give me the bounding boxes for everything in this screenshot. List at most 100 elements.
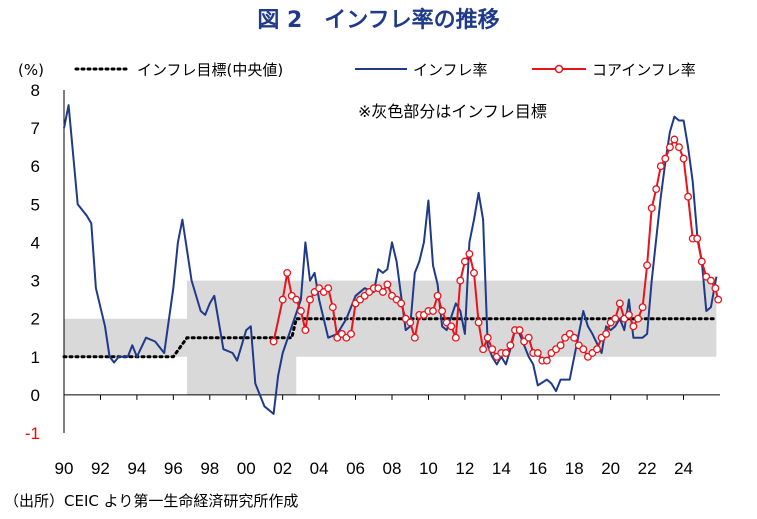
core-inflation-marker [501, 349, 510, 357]
core-inflation-marker [714, 295, 723, 304]
x-tick-label: 12 [455, 459, 474, 478]
x-tick-label: 02 [273, 459, 292, 478]
y-tick-label: 6 [31, 157, 40, 176]
core-inflation-marker [629, 322, 638, 331]
core-inflation-marker [579, 345, 588, 354]
x-tick-label: 16 [528, 459, 547, 478]
core-inflation-marker [465, 249, 474, 258]
core-inflation-marker [661, 154, 670, 163]
core-inflation-marker [306, 295, 314, 304]
legend-target-label: インフレ目標(中央値) [137, 61, 283, 79]
core-inflation-marker [665, 143, 674, 152]
chart-title: 図 2 インフレ率の推移 [257, 8, 500, 33]
x-tick-label: 10 [419, 459, 438, 478]
core-inflation-marker [638, 303, 647, 312]
core-inflation-marker [470, 268, 478, 277]
core-inflation-marker [602, 329, 611, 338]
x-tick-label: 94 [127, 459, 146, 478]
marker-layer [269, 135, 723, 365]
core-inflation-marker [684, 192, 693, 201]
core-inflation-marker [542, 356, 551, 365]
core-inflation-marker [283, 268, 292, 277]
core-inflation-marker [378, 288, 387, 296]
core-inflation-marker [711, 284, 720, 293]
core-inflation-marker [460, 257, 469, 266]
core-inflation-marker [328, 303, 337, 312]
x-tick-label: 22 [638, 459, 657, 478]
core-inflation-marker [697, 257, 706, 266]
y-tick-label: 3 [31, 272, 40, 291]
y-tick-label: 2 [31, 310, 40, 329]
band-annotation: ※灰色部分はインフレ目標 [358, 102, 547, 121]
axis-layer [63, 90, 720, 433]
target-median-line [62, 317, 718, 359]
core-inflation-marker [556, 341, 565, 350]
legend: インフレ目標(中央値) インフレ率 コアインフレ率 [74, 61, 696, 79]
core-inflation-marker [438, 307, 447, 315]
core-inflation-marker [647, 204, 656, 213]
y-tick-label: 8 [31, 81, 40, 100]
y-tick-label: 1 [31, 348, 40, 367]
y-tick-label: 5 [31, 195, 40, 214]
core-inflation-marker [474, 318, 483, 327]
core-inflation-marker [656, 162, 665, 171]
core-inflation-marker [611, 314, 620, 323]
core-inflation-marker [447, 322, 456, 331]
x-tick-label: 96 [164, 459, 183, 478]
inflation-line [63, 104, 718, 415]
core-inflation-marker [406, 318, 415, 327]
core-inflation-marker [488, 345, 497, 354]
core-inflation-marker [593, 345, 601, 354]
core-inflation-marker [634, 314, 642, 323]
x-tick-label: 14 [492, 459, 511, 478]
x-tick-label: 90 [55, 459, 74, 478]
core-inflation-marker [429, 307, 437, 315]
target-band-layer [64, 280, 717, 395]
core-inflation-marker [296, 307, 305, 315]
core-inflation-marker [479, 345, 488, 354]
core-inflation-marker [347, 329, 355, 338]
core-inflation-marker [483, 333, 492, 342]
core-inflation-marker [433, 291, 442, 300]
x-tick-label: 06 [346, 459, 365, 478]
x-tick-label: 98 [200, 459, 219, 478]
core-inflation-marker [652, 185, 661, 194]
y-tick-label: 7 [31, 119, 40, 138]
x-tick-label: 20 [601, 459, 620, 478]
core-inflation-marker [278, 295, 287, 304]
y-tick-label: 0 [31, 386, 40, 405]
core-inflation-marker [456, 276, 465, 285]
x-tick-label: 00 [237, 459, 256, 478]
core-inflation-marker [324, 284, 333, 293]
x-tick-label: 08 [383, 459, 402, 478]
core-inflation-marker [383, 280, 392, 289]
core-inflation-marker [570, 333, 579, 342]
core-inflation-marker [693, 234, 702, 243]
core-inflation-marker [515, 326, 524, 335]
legend-core-label: コアインフレ率 [592, 61, 696, 79]
x-tick-label: 04 [310, 459, 329, 478]
x-tick-label: 24 [674, 459, 693, 478]
core-inflation-marker [410, 333, 419, 342]
core-inflation-marker [524, 333, 533, 342]
y-tick-label: 4 [31, 233, 40, 252]
core-inflation-marker [615, 299, 624, 308]
series-layer [62, 104, 720, 415]
source-note: （出所）CEIC より第一生命経済研究所作成 [4, 492, 299, 510]
core-inflation-marker [301, 326, 310, 335]
y-axis-unit: (%) [18, 61, 44, 79]
core-inflation-marker [397, 299, 406, 308]
core-inflation-marker [269, 337, 278, 346]
core-inflation-marker [643, 261, 652, 270]
legend-core-marker [554, 64, 564, 74]
core-inflation-marker [675, 143, 683, 152]
core-inflation-marker [679, 154, 688, 163]
x-tick-label: 92 [91, 459, 110, 478]
core-inflation-marker [506, 341, 515, 350]
core-inflation-marker [624, 310, 633, 319]
x-tick-label: 18 [565, 459, 584, 478]
legend-inflation-label: インフレ率 [413, 61, 488, 79]
target-band [64, 280, 717, 395]
